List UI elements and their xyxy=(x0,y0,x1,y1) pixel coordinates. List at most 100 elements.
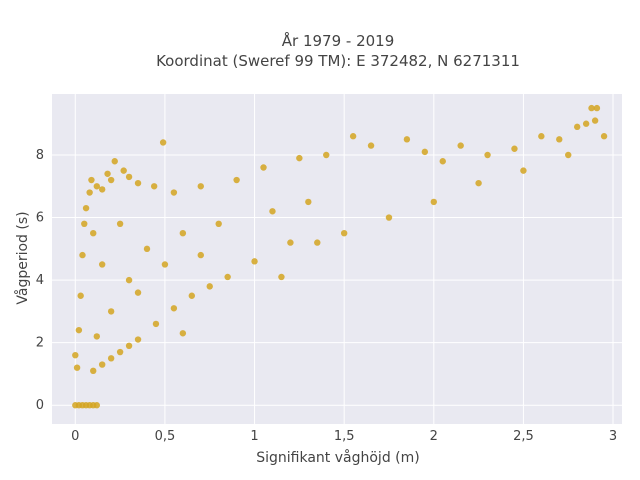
data-point xyxy=(349,133,357,140)
data-point xyxy=(206,283,213,290)
data-point xyxy=(296,154,303,162)
data-point xyxy=(120,167,127,174)
data-point xyxy=(88,176,95,184)
data-point xyxy=(305,198,312,206)
data-point xyxy=(179,330,187,337)
data-point xyxy=(90,229,97,237)
data-point xyxy=(134,336,142,343)
y-axis-ticks: 0 2 4 6 8 xyxy=(36,148,44,413)
scatter-points xyxy=(72,104,608,409)
data-point xyxy=(143,245,151,253)
grid-lines xyxy=(52,94,622,424)
data-point xyxy=(323,151,330,159)
data-point xyxy=(269,208,276,215)
data-point xyxy=(86,189,93,196)
data-point xyxy=(77,292,84,299)
x-tick-label: 2 xyxy=(430,429,438,444)
x-tick-label: 3 xyxy=(609,429,617,444)
data-point xyxy=(170,305,178,312)
data-point xyxy=(520,167,527,174)
x-tick-label: 2,5 xyxy=(513,429,534,444)
x-tick-label: 0 xyxy=(71,429,79,444)
x-tick-label: 1,5 xyxy=(334,429,355,444)
data-point xyxy=(170,189,178,196)
data-point xyxy=(403,136,411,143)
data-point xyxy=(72,351,79,359)
data-point xyxy=(591,117,599,124)
data-point xyxy=(260,164,267,171)
y-tick-label: 4 xyxy=(36,273,44,288)
data-point xyxy=(582,120,590,127)
data-point xyxy=(73,364,81,371)
x-axis-ticks: 0 0,5 1 1,5 2 2,5 3 xyxy=(71,429,617,444)
data-point xyxy=(475,179,482,187)
data-point xyxy=(107,355,115,362)
data-point xyxy=(125,342,133,350)
data-point xyxy=(134,179,142,187)
data-point xyxy=(79,251,86,259)
data-point xyxy=(233,176,240,184)
data-point xyxy=(251,258,258,265)
y-tick-label: 8 xyxy=(36,148,44,163)
data-point xyxy=(197,183,204,190)
data-point xyxy=(278,273,285,281)
data-point xyxy=(593,104,601,112)
data-point xyxy=(93,402,101,409)
data-point xyxy=(588,104,595,112)
data-point xyxy=(90,367,97,375)
data-point xyxy=(98,361,106,368)
data-point xyxy=(573,123,581,131)
chart-title-line-2: Koordinat (Sweref 99 TM): E 372482, N 62… xyxy=(156,52,520,70)
data-point xyxy=(159,139,167,146)
data-point xyxy=(150,183,158,190)
data-point xyxy=(116,220,124,228)
data-point xyxy=(161,261,169,268)
data-point xyxy=(179,229,187,237)
x-tick-label: 1 xyxy=(250,429,258,444)
data-point xyxy=(107,308,115,315)
data-point xyxy=(600,133,608,140)
data-point xyxy=(511,145,518,152)
data-point xyxy=(385,214,393,221)
data-point xyxy=(116,348,124,356)
data-point xyxy=(287,239,294,246)
data-point xyxy=(367,142,375,149)
data-point xyxy=(484,151,491,159)
data-point xyxy=(134,289,142,296)
data-point xyxy=(430,198,437,206)
x-tick-label: 0,5 xyxy=(155,429,176,444)
data-point xyxy=(82,204,90,212)
data-point xyxy=(224,273,231,281)
data-point xyxy=(565,151,572,159)
chart-title-line-1: År 1979 - 2019 xyxy=(282,31,395,50)
data-point xyxy=(556,136,563,143)
data-point xyxy=(75,326,83,334)
data-point xyxy=(107,176,115,184)
data-point xyxy=(188,292,196,299)
y-tick-label: 2 xyxy=(36,336,44,351)
data-point xyxy=(81,220,88,228)
y-axis-label: Vågperiod (s) xyxy=(14,211,31,304)
data-point xyxy=(125,276,133,284)
data-point xyxy=(314,239,321,246)
data-point xyxy=(457,142,464,149)
data-point xyxy=(197,251,204,259)
data-point xyxy=(215,220,222,228)
data-point xyxy=(152,320,160,328)
data-point xyxy=(111,158,118,165)
data-point xyxy=(340,229,348,237)
plot-area xyxy=(52,94,622,424)
data-point xyxy=(538,133,545,140)
data-point xyxy=(93,183,101,190)
y-tick-label: 0 xyxy=(36,398,44,413)
x-axis-label: Signifikant våghöjd (m) xyxy=(256,449,419,466)
data-point xyxy=(439,158,446,165)
data-point xyxy=(98,261,106,268)
data-point xyxy=(104,170,111,177)
data-point xyxy=(125,173,133,181)
data-point xyxy=(421,148,429,156)
data-point xyxy=(98,186,106,193)
data-point xyxy=(93,333,101,340)
y-tick-label: 6 xyxy=(36,211,44,226)
